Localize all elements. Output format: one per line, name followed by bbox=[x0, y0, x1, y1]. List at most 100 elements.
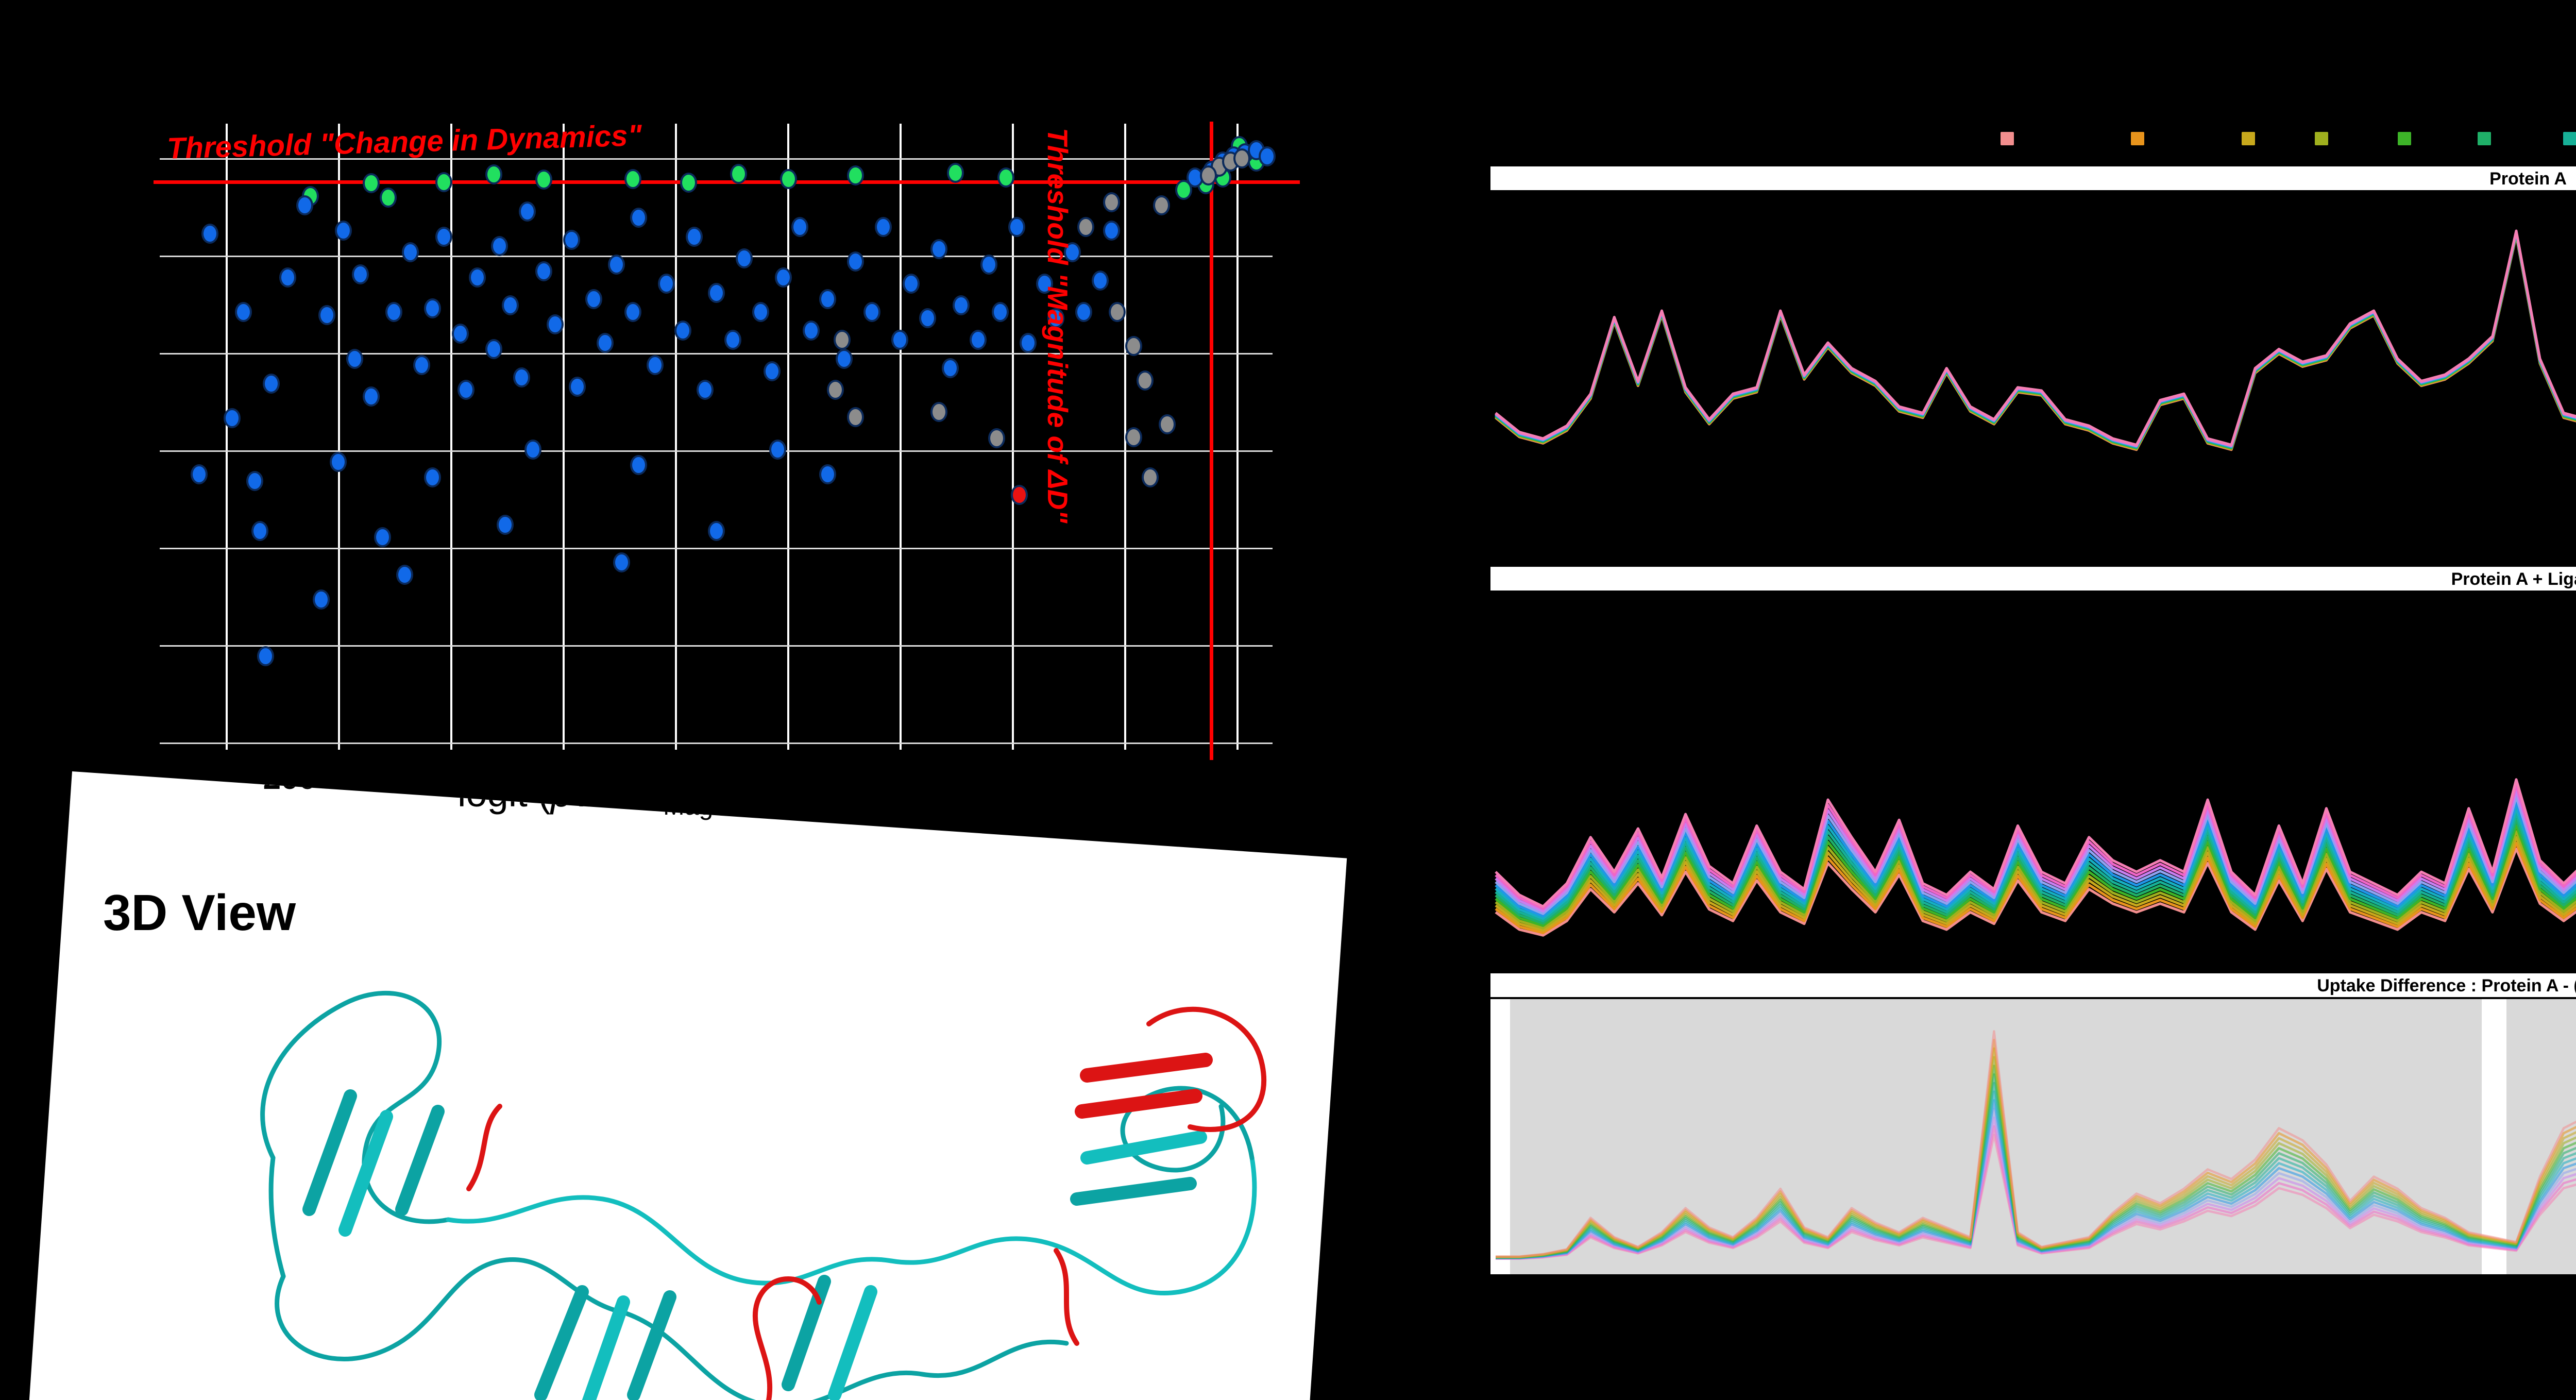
scatter-point[interactable] bbox=[279, 267, 297, 288]
legend-swatch[interactable] bbox=[2563, 132, 2576, 145]
scatter-point[interactable] bbox=[685, 226, 703, 247]
scatter-point[interactable] bbox=[535, 170, 553, 190]
scatter-point[interactable] bbox=[190, 464, 208, 485]
scatter-point[interactable] bbox=[457, 380, 474, 400]
scatter-point[interactable] bbox=[224, 408, 241, 429]
legend-swatch[interactable] bbox=[2315, 132, 2328, 145]
scatter-point[interactable] bbox=[941, 358, 959, 378]
scatter-point[interactable] bbox=[569, 377, 586, 397]
scatter-point[interactable] bbox=[930, 239, 947, 259]
scatter-point[interactable] bbox=[374, 527, 391, 547]
scatter-point[interactable] bbox=[518, 201, 536, 222]
scatter-point[interactable] bbox=[385, 301, 402, 322]
scatter-point[interactable] bbox=[235, 301, 252, 322]
scatter-point[interactable] bbox=[847, 165, 864, 185]
scatter-point[interactable] bbox=[246, 470, 263, 491]
scatter-point[interactable] bbox=[657, 273, 675, 294]
scatter-point[interactable] bbox=[834, 330, 851, 350]
panel-3d-view[interactable]: -200 -100 logit (pvalueMagnitude_of_Delt… bbox=[27, 771, 1347, 1400]
scatter-point[interactable] bbox=[363, 173, 380, 194]
scatter-point[interactable] bbox=[980, 255, 998, 275]
scatter-point[interactable] bbox=[1136, 370, 1154, 391]
protein-structure[interactable] bbox=[180, 941, 1340, 1400]
scatter-point[interactable] bbox=[997, 167, 1014, 188]
scatter-point[interactable] bbox=[1108, 301, 1126, 322]
scatter-point[interactable] bbox=[624, 301, 641, 322]
scatter-point[interactable] bbox=[263, 374, 280, 394]
legend-swatch[interactable] bbox=[2131, 132, 2144, 145]
scatter-point[interactable] bbox=[424, 467, 442, 488]
scatter-point[interactable] bbox=[485, 164, 502, 185]
scatter-point[interactable] bbox=[819, 464, 836, 485]
scatter-point[interactable] bbox=[496, 514, 514, 535]
scatter-point[interactable] bbox=[485, 339, 502, 360]
scatter-point[interactable] bbox=[991, 301, 1009, 322]
scatter-point[interactable] bbox=[730, 164, 748, 184]
scatter-point[interactable] bbox=[624, 168, 641, 189]
scatter-point[interactable] bbox=[563, 229, 581, 250]
scatter-point[interactable] bbox=[836, 348, 853, 369]
scatter-point[interactable] bbox=[1142, 467, 1159, 488]
scatter-point[interactable] bbox=[724, 330, 742, 350]
scatter-point[interactable] bbox=[1075, 301, 1092, 322]
scatter-point[interactable] bbox=[607, 255, 625, 275]
scatter-point[interactable] bbox=[875, 217, 892, 238]
scatter-point[interactable] bbox=[402, 242, 419, 263]
scatter-point[interactable] bbox=[791, 217, 808, 238]
legend-swatch[interactable] bbox=[2398, 132, 2411, 145]
scatter-point[interactable] bbox=[969, 330, 987, 350]
scatter-point[interactable] bbox=[251, 520, 269, 541]
scatter-point[interactable] bbox=[329, 452, 347, 473]
scatter-point[interactable] bbox=[680, 173, 697, 193]
chart-protein-a-ligand[interactable] bbox=[1490, 591, 2576, 969]
scatter-point[interactable] bbox=[535, 261, 553, 281]
chart-protein-a[interactable] bbox=[1490, 190, 2576, 545]
scatter-point[interactable] bbox=[1125, 336, 1142, 357]
scatter-point[interactable] bbox=[1158, 414, 1176, 435]
scatter-point[interactable] bbox=[201, 223, 219, 244]
scatter-point[interactable] bbox=[1008, 217, 1026, 238]
legend-swatch[interactable] bbox=[2242, 132, 2255, 145]
scatter-point[interactable] bbox=[335, 220, 352, 241]
scatter-point[interactable] bbox=[1259, 146, 1276, 167]
scatter-point[interactable] bbox=[802, 320, 820, 341]
scatter-point[interactable] bbox=[764, 361, 781, 381]
scatter-point[interactable] bbox=[736, 248, 753, 269]
scatter-point[interactable] bbox=[697, 380, 714, 400]
scatter-point[interactable] bbox=[490, 235, 508, 256]
scatter-point[interactable] bbox=[452, 324, 469, 344]
scatter-point[interactable] bbox=[919, 308, 937, 328]
scatter-point[interactable] bbox=[630, 455, 647, 476]
scatter-point[interactable] bbox=[1103, 220, 1120, 241]
legend-swatch[interactable] bbox=[2478, 132, 2491, 145]
scatter-point[interactable] bbox=[847, 251, 864, 272]
scatter-point[interactable] bbox=[780, 168, 798, 189]
scatter-point[interactable] bbox=[847, 407, 864, 427]
volcano-plot[interactable]: Threshold "Change in Dynamics" bbox=[154, 119, 1300, 761]
scatter-point[interactable] bbox=[524, 439, 541, 460]
scatter-point[interactable] bbox=[903, 273, 920, 294]
scatter-point[interactable] bbox=[257, 646, 275, 666]
scatter-point[interactable] bbox=[1064, 242, 1081, 263]
scatter-point[interactable] bbox=[1199, 165, 1217, 185]
scatter-point[interactable] bbox=[891, 330, 909, 350]
scatter-point[interactable] bbox=[1233, 148, 1250, 168]
scatter-point[interactable] bbox=[827, 380, 844, 400]
scatter-point[interactable] bbox=[1047, 308, 1064, 328]
scatter-point[interactable] bbox=[1153, 195, 1170, 215]
scatter-point[interactable] bbox=[296, 195, 313, 215]
scatter-point[interactable] bbox=[513, 367, 530, 388]
scatter-point[interactable] bbox=[585, 289, 603, 310]
scatter-point[interactable] bbox=[1077, 217, 1095, 238]
scatter-point[interactable] bbox=[363, 386, 380, 407]
scatter-point[interactable] bbox=[708, 520, 725, 541]
scatter-point[interactable] bbox=[947, 162, 964, 183]
scatter-point[interactable] bbox=[752, 301, 770, 322]
scatter-point[interactable] bbox=[1010, 485, 1028, 505]
scatter-point[interactable] bbox=[597, 333, 614, 353]
scatter-point[interactable] bbox=[346, 348, 363, 369]
scatter-point[interactable] bbox=[769, 439, 786, 460]
scatter-point[interactable] bbox=[1103, 192, 1120, 212]
scatter-point[interactable] bbox=[413, 355, 430, 375]
scatter-point[interactable] bbox=[863, 301, 881, 322]
